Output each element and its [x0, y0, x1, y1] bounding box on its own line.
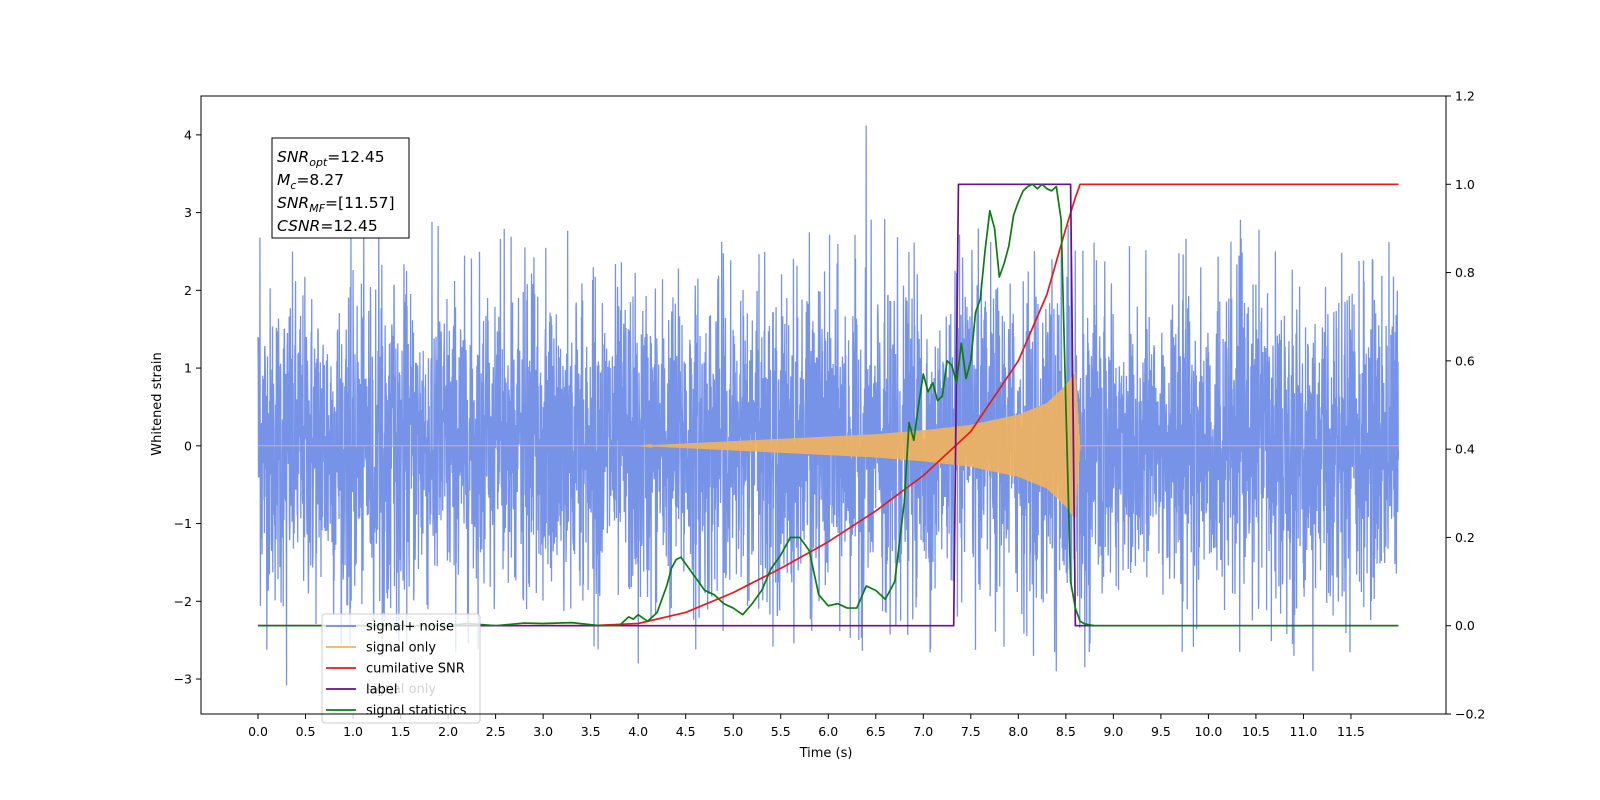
x-tick-label: 5.5 [771, 724, 791, 739]
info-box-frame [271, 137, 410, 239]
x-tick-label: 10.0 [1194, 724, 1222, 739]
x-tick-label: 9.5 [1151, 724, 1171, 739]
series-signal-noise [257, 125, 1400, 686]
y2-tick-label: 0.0 [1455, 618, 1475, 633]
x-tick-label: 6.0 [818, 724, 838, 739]
x-tick-label: 11.5 [1337, 724, 1365, 739]
x-axis: 0.0 0.5 1.0 1.5 2.0 2.5 3.0 3.5 4.0 4.5 5.0 5.5 6.0 6… [248, 714, 1365, 739]
y-tick-label: −2 [174, 594, 192, 609]
x-tick-label: 7.0 [913, 724, 933, 739]
y-tick-label: 2 [184, 283, 192, 298]
x-tick-label: 3.5 [581, 724, 601, 739]
y-axis-label: Whitened strain [150, 352, 165, 455]
legend: signal only signal+ noise signal only cumil… [321, 613, 481, 724]
x-tick-label: 1.0 [343, 724, 363, 739]
y-tick-label: 3 [184, 205, 192, 220]
x-tick-label: 8.5 [1056, 724, 1076, 739]
x-tick-label: 0.0 [248, 724, 268, 739]
x-tick-label: 8.0 [1008, 724, 1028, 739]
x-tick-label: 6.5 [866, 724, 886, 739]
x-tick-label: 1.5 [391, 724, 411, 739]
legend-label: signal+ noise [366, 620, 454, 635]
y2-tick-label: 0.4 [1455, 442, 1475, 457]
plot-frame [200, 95, 1447, 715]
x-axis-label: Time (s) [799, 746, 853, 761]
x-tick-label: 3.0 [533, 724, 553, 739]
y-axis-left: −3 −2 −1 0 1 2 3 4 [174, 127, 201, 687]
y-axis-right: −0.2 0.0 0.2 0.4 0.6 0.8 1.0 1.2 [1446, 89, 1485, 722]
series-signal-statistics [258, 183, 1399, 627]
y-tick-label: 0 [184, 438, 192, 453]
y-tick-label: 4 [184, 127, 192, 142]
x-tick-label: 11.0 [1290, 724, 1318, 739]
info-line: SNRMF=[11.57] [277, 194, 395, 215]
info-line: SNRopt=12.45 [277, 148, 385, 169]
y-tick-label: −1 [174, 516, 192, 531]
y2-tick-label: 1.2 [1455, 89, 1475, 104]
y-tick-label: −3 [174, 672, 192, 687]
legend-label: cumilative SNR [366, 662, 465, 677]
plot-area [257, 125, 1400, 686]
y2-tick-label: 1.0 [1455, 177, 1475, 192]
y2-tick-label: −0.2 [1455, 707, 1485, 722]
x-tick-label: 5.0 [723, 724, 743, 739]
y-tick-label: 1 [184, 361, 192, 376]
y2-tick-label: 0.6 [1455, 353, 1475, 368]
legend-frame [321, 613, 481, 724]
x-tick-label: 0.5 [296, 724, 316, 739]
series-signal-only [258, 372, 1399, 519]
info-line: CSNR=12.45 [277, 217, 378, 235]
legend-label: signal statistics [366, 704, 467, 719]
x-tick-label: 2.5 [486, 724, 506, 739]
y2-tick-label: 0.8 [1455, 265, 1475, 280]
x-tick-label: 9.0 [1103, 724, 1123, 739]
x-tick-label: 4.0 [628, 724, 648, 739]
legend-label: label [366, 683, 397, 698]
x-tick-label: 7.5 [961, 724, 981, 739]
legend-label: signal only [366, 641, 436, 656]
info-line: Mc=8.27 [277, 171, 344, 192]
x-tick-label: 4.5 [676, 724, 696, 739]
x-tick-label: 2.0 [438, 724, 458, 739]
x-tick-label: 10.5 [1242, 724, 1270, 739]
legend-ghost-text: signal only [366, 682, 436, 697]
y2-tick-label: 0.2 [1455, 530, 1475, 545]
